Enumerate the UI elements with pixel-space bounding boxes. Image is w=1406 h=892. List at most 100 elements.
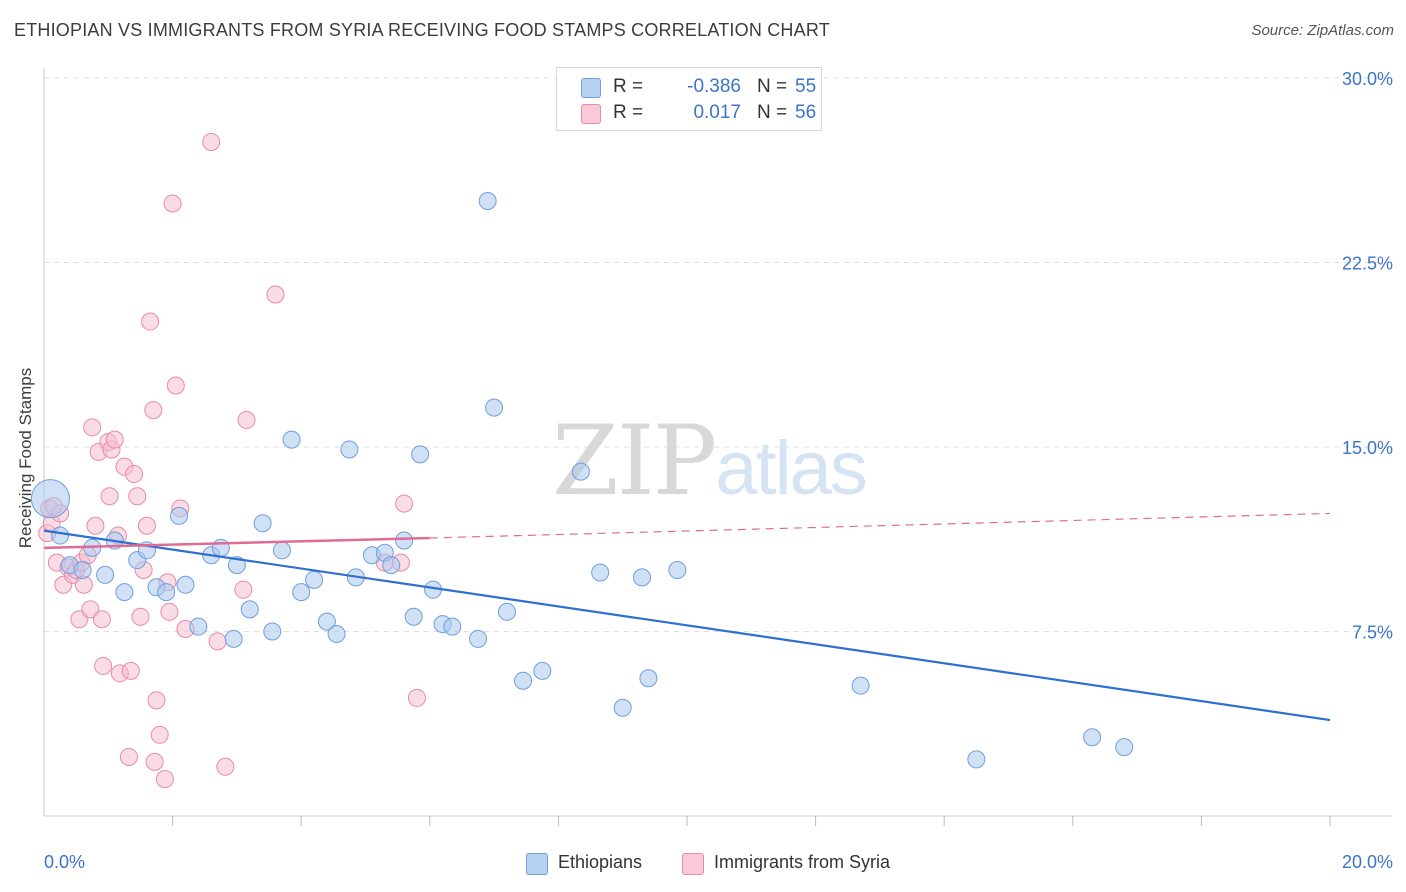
ethiopian-point [327,624,346,643]
ethiopian-point [469,629,488,648]
syria-point [150,725,169,744]
legend-r-label: R = [613,76,644,97]
syria-point [125,465,144,484]
ethiopian-point [382,556,401,575]
legend-n-value: 56 [795,102,817,123]
ethiopian-point [73,561,92,579]
syria-point [81,600,100,619]
ethiopian-point [478,192,497,210]
legend-swatch-blue [526,853,548,875]
legend-r-label: R = [613,102,644,123]
ethiopian-point [851,676,870,695]
ethiopian-point [411,445,430,464]
watermark-zip: ZIP [552,405,717,517]
syria-point [208,632,227,651]
legend-r-value: 0.017 [693,102,741,123]
ethiopian-point [176,575,195,594]
ethiopian-point [189,617,208,636]
legend-n-value: 55 [795,76,817,97]
legend-swatch-pink [581,104,601,124]
syria-point [100,487,119,506]
syria-point [216,757,235,776]
ethiopian-point [395,531,414,550]
ethiopian-point [272,541,291,560]
syria-point [105,430,124,449]
ethiopian-point [170,506,189,525]
ethiopian-point [240,600,259,619]
legend-r-value: -0.386 [687,76,741,97]
y-tick-label: 15.0% [1342,438,1393,458]
syria-point [86,516,105,535]
ethiopian-trend-line [43,529,1331,722]
syria-point [234,580,253,599]
source-credit: Source: ZipAtlas.com [1251,22,1394,39]
ethiopian-point [404,607,423,626]
ethiopian-point [282,430,301,449]
syria-point [94,656,113,675]
ethiopian-point [211,538,230,557]
ethiopian-point [571,462,590,481]
legend-n-label: N = [757,76,788,97]
ethiopian-point [263,622,282,641]
syria-point [131,607,150,626]
x-tick-label: 20.0% [1342,852,1393,872]
ethiopian-point [96,565,115,584]
syria-point [237,410,256,429]
legend-n-label: N = [757,102,788,123]
legend-label: Immigrants from Syria [714,852,891,872]
syria-trend-line-extension [429,512,1331,539]
syria-point [119,747,138,766]
syria-point [407,688,426,707]
ethiopian-point [305,570,324,589]
syria-point [141,312,160,331]
y-tick-label: 30.0% [1342,69,1393,89]
ethiopian-point [514,671,533,690]
watermark-atlas: atlas [715,426,868,511]
syria-point [121,661,140,680]
ethiopian-point [639,669,658,688]
syria-point [166,376,185,395]
ethiopian-point [613,698,632,717]
x-tick-label: 0.0% [44,852,85,872]
syria-point [92,610,111,629]
syria-point [83,418,102,437]
ethiopian-point [292,583,311,602]
ethiopian-point [632,568,651,587]
ethiopian-point [967,750,986,769]
ethiopian-point [485,398,504,417]
correlation-legend: R = -0.386 N = 55 R = 0.017 N = 56 [556,67,822,131]
chart-title: ETHIOPIAN VS IMMIGRANTS FROM SYRIA RECEI… [14,20,830,40]
syria-point [163,194,182,213]
ethiopian-point [533,661,552,680]
ethiopian-point [224,629,243,648]
ethiopian-point [115,583,134,602]
ethiopian-point [668,561,687,579]
ethiopian-point [253,514,272,533]
ethiopian-point [51,526,70,545]
watermark: ZIPatlas [552,405,868,517]
syria-point [128,487,147,506]
legend-swatch-pink [682,853,704,875]
ethiopian-point [227,556,246,575]
ethiopian-point [340,440,359,459]
y-tick-label: 22.5% [1342,254,1393,274]
ethiopian-point [497,602,516,621]
legend-swatch-blue [581,78,601,98]
ethiopian-point [30,479,70,519]
syria-point [155,770,174,789]
syria-trend-line [43,536,430,550]
ethiopian-point [591,563,610,582]
syria-point [202,132,221,151]
syria-point [137,516,156,535]
syria-point [144,401,163,420]
y-tick-label: 7.5% [1352,623,1393,643]
ethiopian-point [317,612,336,631]
syria-point [160,602,179,621]
syria-point [147,691,166,710]
ethiopian-point [1115,738,1134,757]
ethiopian-point [1083,728,1102,747]
ethiopian-point [443,617,462,636]
syria-point [266,285,285,304]
syria-point [395,494,414,513]
